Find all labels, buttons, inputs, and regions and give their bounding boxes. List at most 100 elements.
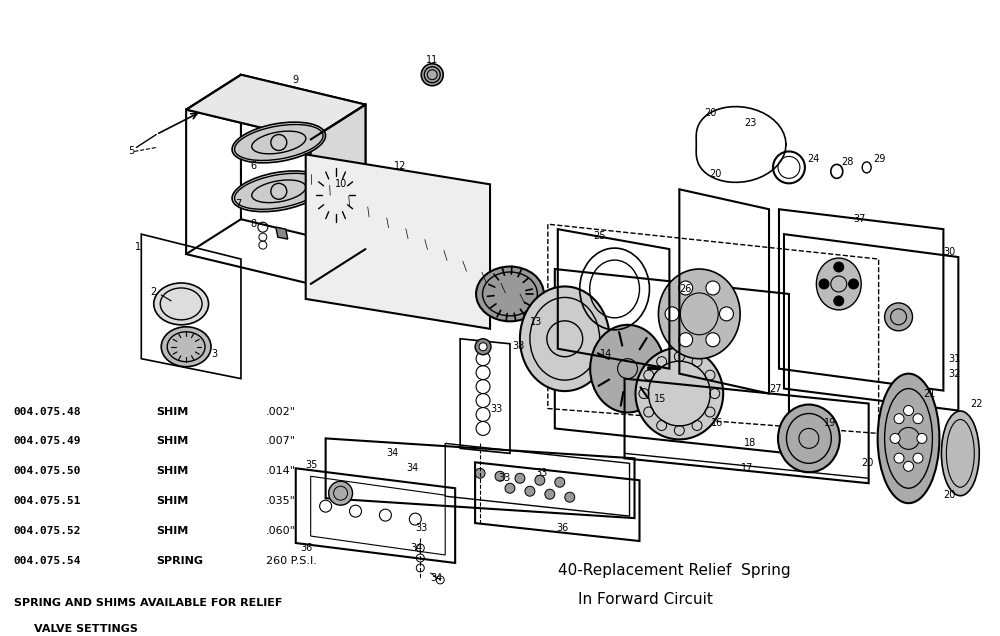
Circle shape bbox=[535, 475, 545, 485]
Text: 14: 14 bbox=[600, 349, 612, 359]
Circle shape bbox=[679, 281, 693, 295]
Circle shape bbox=[904, 461, 913, 471]
Text: 004.075.52: 004.075.52 bbox=[14, 526, 81, 536]
Text: 3: 3 bbox=[211, 349, 217, 359]
Text: SPRING: SPRING bbox=[156, 556, 203, 566]
Ellipse shape bbox=[590, 325, 665, 413]
Text: 36: 36 bbox=[557, 523, 569, 533]
Text: 004.075.51: 004.075.51 bbox=[14, 496, 81, 506]
Ellipse shape bbox=[941, 411, 979, 495]
Polygon shape bbox=[311, 174, 520, 304]
Text: 16: 16 bbox=[711, 418, 723, 429]
Ellipse shape bbox=[658, 269, 740, 359]
Text: In Forward Circuit: In Forward Circuit bbox=[578, 592, 713, 607]
Text: 004.075.54: 004.075.54 bbox=[14, 556, 81, 566]
Ellipse shape bbox=[778, 404, 840, 473]
Circle shape bbox=[565, 492, 575, 502]
Ellipse shape bbox=[232, 171, 326, 212]
Text: SPRING AND SHIMS AVAILABLE FOR RELIEF: SPRING AND SHIMS AVAILABLE FOR RELIEF bbox=[14, 598, 282, 608]
Text: 20: 20 bbox=[943, 490, 956, 501]
Text: 36: 36 bbox=[301, 543, 313, 553]
Circle shape bbox=[890, 433, 900, 443]
Polygon shape bbox=[311, 104, 365, 284]
Ellipse shape bbox=[421, 64, 443, 86]
Text: .060": .060" bbox=[266, 526, 296, 536]
Circle shape bbox=[706, 281, 720, 295]
Text: 20: 20 bbox=[862, 459, 874, 468]
Circle shape bbox=[475, 468, 485, 478]
Circle shape bbox=[913, 413, 923, 424]
Text: 20: 20 bbox=[704, 107, 717, 118]
Text: SHIM: SHIM bbox=[156, 526, 188, 536]
Text: 19: 19 bbox=[824, 418, 836, 429]
Text: 21: 21 bbox=[923, 389, 936, 399]
Text: 28: 28 bbox=[841, 158, 853, 167]
Text: 7: 7 bbox=[235, 199, 241, 209]
Text: 2: 2 bbox=[150, 287, 156, 297]
Text: 004.075.48: 004.075.48 bbox=[14, 406, 81, 417]
Text: 31: 31 bbox=[948, 354, 961, 364]
Ellipse shape bbox=[161, 327, 211, 367]
Circle shape bbox=[849, 279, 858, 289]
Circle shape bbox=[545, 489, 555, 499]
Circle shape bbox=[555, 477, 565, 487]
Text: 33: 33 bbox=[415, 523, 428, 533]
Text: 34: 34 bbox=[410, 543, 423, 553]
Text: 40-Replacement Relief  Spring: 40-Replacement Relief Spring bbox=[558, 563, 790, 578]
Ellipse shape bbox=[476, 266, 544, 321]
Circle shape bbox=[495, 471, 505, 481]
Polygon shape bbox=[186, 74, 365, 139]
Text: 27: 27 bbox=[769, 384, 782, 394]
Circle shape bbox=[913, 453, 923, 463]
Ellipse shape bbox=[311, 160, 361, 230]
Text: 8: 8 bbox=[251, 219, 257, 229]
Text: 10: 10 bbox=[334, 179, 347, 190]
Circle shape bbox=[917, 433, 927, 443]
Circle shape bbox=[834, 296, 844, 306]
Ellipse shape bbox=[154, 283, 209, 325]
Text: 34: 34 bbox=[430, 573, 443, 583]
Circle shape bbox=[834, 262, 844, 272]
Text: 5: 5 bbox=[128, 146, 134, 156]
Text: 34: 34 bbox=[406, 463, 419, 473]
Text: 004.075.49: 004.075.49 bbox=[14, 436, 81, 446]
Text: SHIM: SHIM bbox=[156, 436, 188, 446]
Text: 18: 18 bbox=[744, 438, 756, 448]
Text: 33: 33 bbox=[498, 473, 510, 483]
Text: 26: 26 bbox=[679, 284, 692, 294]
Circle shape bbox=[329, 481, 353, 505]
Text: SHIM: SHIM bbox=[156, 496, 188, 506]
Circle shape bbox=[475, 339, 491, 355]
Polygon shape bbox=[306, 155, 490, 329]
Circle shape bbox=[665, 307, 679, 321]
Polygon shape bbox=[276, 227, 288, 239]
Circle shape bbox=[720, 307, 733, 321]
Text: 23: 23 bbox=[744, 118, 756, 128]
Text: 29: 29 bbox=[874, 155, 886, 165]
Text: 38: 38 bbox=[512, 341, 524, 351]
Ellipse shape bbox=[636, 348, 723, 439]
Text: .035": .035" bbox=[266, 496, 296, 506]
Circle shape bbox=[885, 303, 913, 331]
Ellipse shape bbox=[816, 258, 861, 310]
Text: 33: 33 bbox=[535, 468, 547, 478]
Text: 15: 15 bbox=[654, 394, 667, 404]
Ellipse shape bbox=[232, 122, 326, 163]
Text: 34: 34 bbox=[386, 448, 399, 459]
Circle shape bbox=[706, 333, 720, 347]
Text: .014": .014" bbox=[266, 466, 296, 476]
Text: 6: 6 bbox=[251, 162, 257, 171]
Text: 30: 30 bbox=[943, 247, 956, 257]
Text: 13: 13 bbox=[530, 317, 542, 327]
Circle shape bbox=[505, 483, 515, 493]
Text: 11: 11 bbox=[426, 55, 438, 65]
Text: 260 P.S.I.: 260 P.S.I. bbox=[266, 556, 317, 566]
Circle shape bbox=[679, 333, 693, 347]
Ellipse shape bbox=[520, 286, 610, 391]
Text: SHIM: SHIM bbox=[156, 406, 188, 417]
Text: .002": .002" bbox=[266, 406, 296, 417]
Text: 004.075.50: 004.075.50 bbox=[14, 466, 81, 476]
Text: 20: 20 bbox=[709, 169, 722, 179]
Text: SHIM: SHIM bbox=[156, 466, 188, 476]
Circle shape bbox=[525, 487, 535, 496]
